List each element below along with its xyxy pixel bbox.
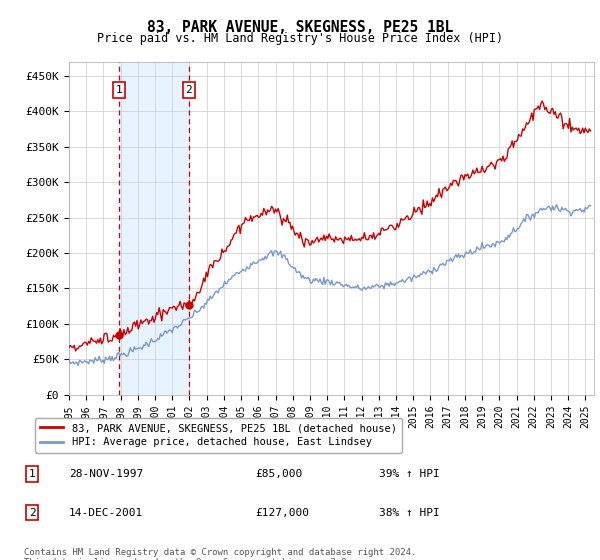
Legend: 83, PARK AVENUE, SKEGNESS, PE25 1BL (detached house), HPI: Average price, detach: 83, PARK AVENUE, SKEGNESS, PE25 1BL (det…	[35, 418, 402, 452]
Text: 83, PARK AVENUE, SKEGNESS, PE25 1BL: 83, PARK AVENUE, SKEGNESS, PE25 1BL	[147, 20, 453, 35]
Text: 2: 2	[29, 507, 35, 517]
Text: Contains HM Land Registry data © Crown copyright and database right 2024.
This d: Contains HM Land Registry data © Crown c…	[24, 548, 416, 560]
Text: 39% ↑ HPI: 39% ↑ HPI	[379, 469, 440, 479]
Text: £127,000: £127,000	[255, 507, 309, 517]
Text: Price paid vs. HM Land Registry's House Price Index (HPI): Price paid vs. HM Land Registry's House …	[97, 32, 503, 45]
Text: 14-DEC-2001: 14-DEC-2001	[69, 507, 143, 517]
Text: £85,000: £85,000	[255, 469, 302, 479]
Text: 1: 1	[116, 85, 122, 95]
Text: 1: 1	[29, 469, 35, 479]
Text: 28-NOV-1997: 28-NOV-1997	[69, 469, 143, 479]
Bar	[119, 62, 189, 395]
Text: 38% ↑ HPI: 38% ↑ HPI	[379, 507, 440, 517]
Text: 2: 2	[185, 85, 192, 95]
